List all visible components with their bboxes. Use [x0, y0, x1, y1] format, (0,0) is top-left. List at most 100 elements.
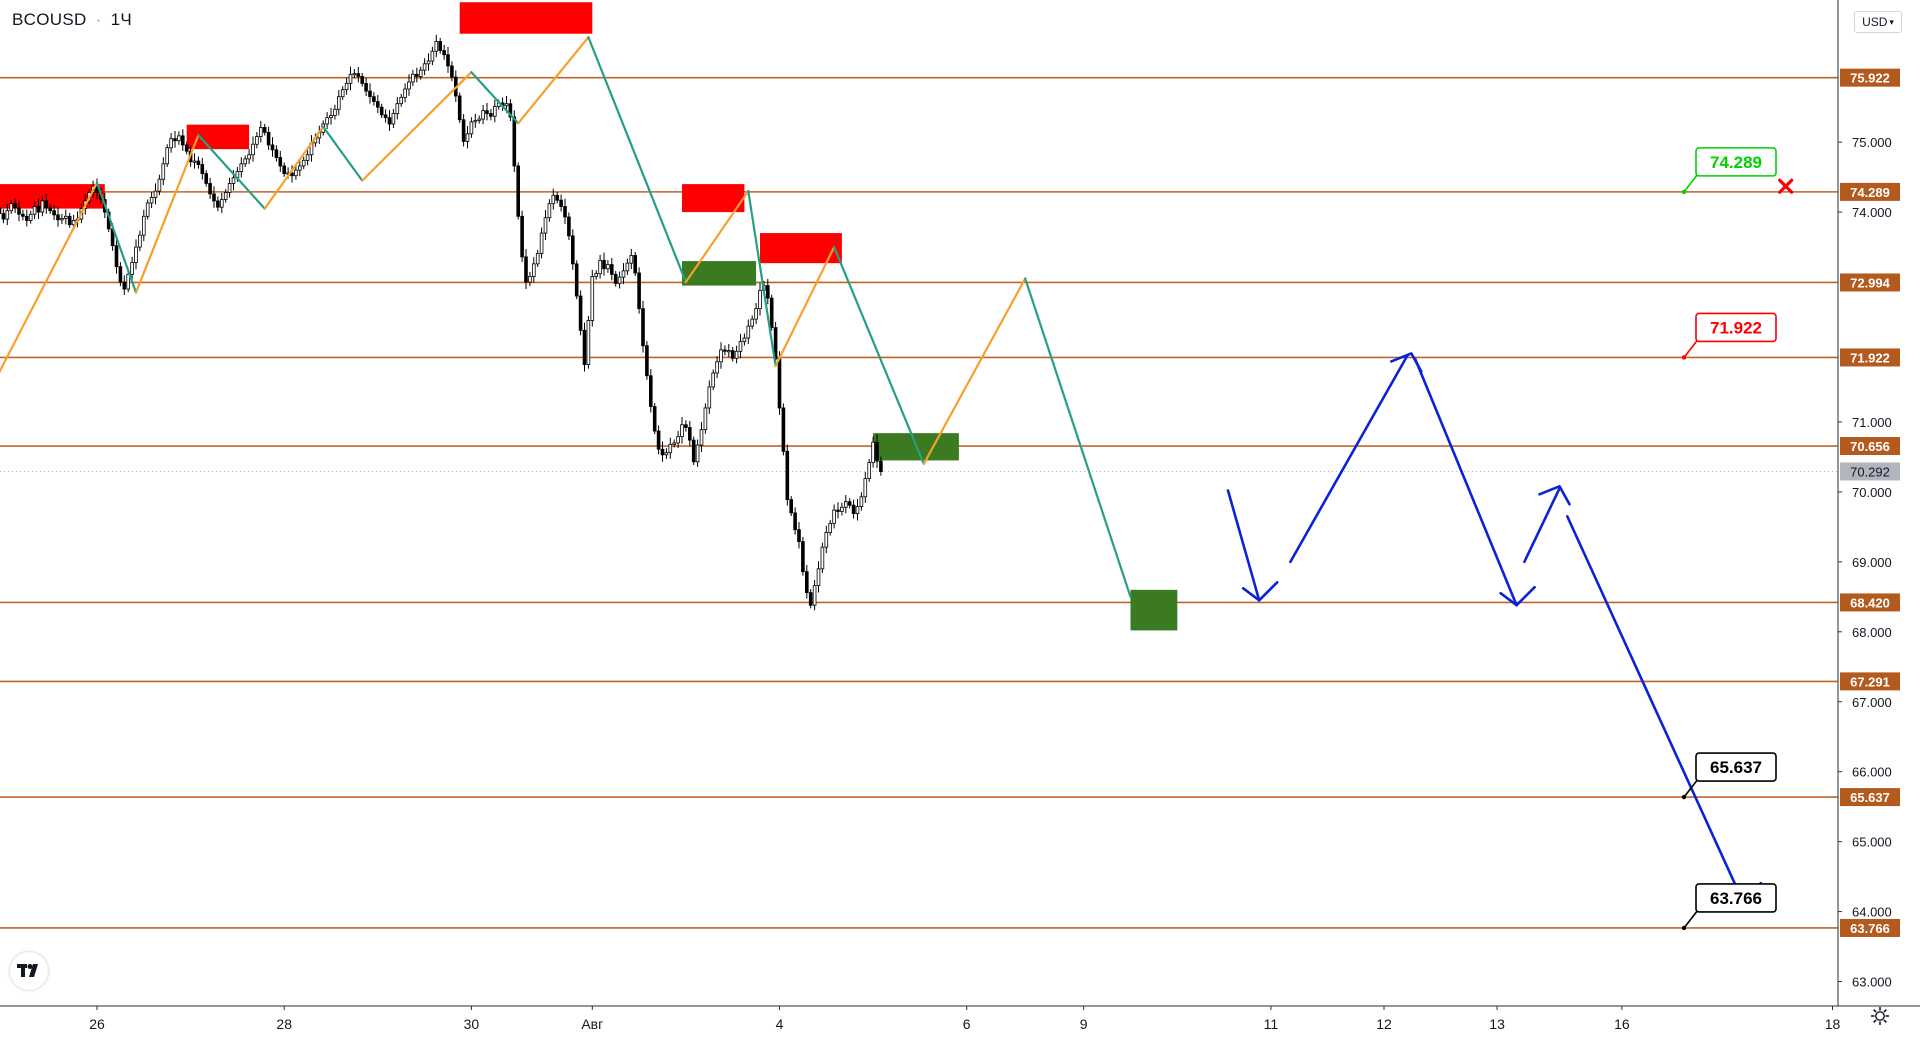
candle-body: [820, 546, 825, 570]
zigzag-down-segment: [832, 245, 925, 466]
candle-body: [816, 568, 821, 587]
candle-body: [290, 172, 294, 177]
level-price-label: 71.922: [1850, 350, 1890, 365]
interval-label[interactable]: 1Ч: [110, 10, 132, 29]
candle-body: [442, 50, 446, 56]
time-tick-label: 6: [963, 1016, 971, 1032]
forecast-arrows: [1226, 352, 1763, 903]
candle-body: [333, 108, 337, 116]
candle-body: [777, 358, 782, 409]
price-tick-label: 64.000: [1852, 905, 1892, 920]
candle-body: [789, 499, 793, 514]
forecast-segment: [1413, 357, 1518, 607]
candle-body: [477, 118, 481, 121]
level-price-badge: [1840, 273, 1900, 292]
zigzag-down-segment: [95, 181, 138, 294]
candle-body: [364, 82, 368, 92]
candle-body: [754, 308, 758, 320]
time-tick-label: Авг: [581, 1016, 603, 1032]
candle-body: [450, 65, 454, 78]
candle-body: [582, 329, 587, 365]
forecast-segment: [1289, 354, 1409, 564]
candle-body: [769, 297, 774, 328]
level-price-badge: [1840, 593, 1900, 612]
candle-body: [204, 173, 209, 184]
symbol-name[interactable]: BCOUSD: [12, 10, 87, 29]
target-box: [1695, 752, 1777, 782]
candle-body: [239, 163, 244, 172]
time-tick-label: 26: [89, 1016, 105, 1032]
gear-icon[interactable]: [1868, 1004, 1892, 1028]
level-price-label: 72.994: [1850, 275, 1891, 290]
currency-selector[interactable]: USD ▾: [1854, 11, 1902, 33]
candle-body: [192, 160, 197, 163]
legend-separator: ·: [95, 10, 102, 29]
candle-body: [703, 407, 708, 431]
candle-body: [134, 246, 138, 263]
candle-body: [489, 113, 493, 117]
candle-body: [208, 183, 212, 195]
candle-body: [727, 350, 731, 353]
price-tick-label: 75.000: [1852, 135, 1892, 150]
candle-body: [801, 541, 805, 573]
candle-body: [336, 96, 341, 110]
candle-body: [594, 273, 598, 277]
candle-body: [785, 450, 790, 500]
candle-body: [730, 350, 735, 359]
candle-body: [255, 136, 259, 145]
candle-body: [824, 532, 829, 548]
candle-body: [547, 203, 552, 219]
candle-body: [844, 501, 848, 508]
level-price-badge: [1840, 672, 1900, 691]
candle-body: [461, 119, 466, 142]
candle-body: [36, 206, 41, 213]
candle-body: [828, 522, 832, 533]
zigzag-down-segment: [197, 134, 266, 210]
candle-body: [173, 138, 177, 142]
candle-body: [184, 144, 189, 152]
symbol-legend[interactable]: BCOUSD · 1Ч: [12, 10, 132, 30]
forecast-arrowhead-down: [1241, 581, 1279, 602]
level-price-badge: [1840, 437, 1900, 456]
candle-body: [641, 308, 645, 347]
candle-body: [395, 103, 400, 114]
candle-body: [851, 504, 856, 514]
candle-body: [13, 203, 17, 209]
candle-body: [180, 135, 185, 146]
candle-body: [707, 386, 712, 409]
candle-body: [723, 349, 727, 352]
candle-body: [781, 407, 786, 452]
candle-body: [598, 259, 602, 275]
target-value: 63.766: [1710, 889, 1762, 908]
candle-body: [227, 183, 232, 193]
candle-body: [294, 169, 298, 177]
candle-body: [223, 192, 228, 200]
tradingview-logo-icon[interactable]: [10, 952, 48, 990]
candle-body: [219, 199, 224, 208]
time-tick-label: 16: [1614, 1016, 1630, 1032]
candle-body: [9, 203, 14, 212]
candle-body: [48, 207, 52, 212]
candles: [0, 34, 883, 611]
candle-body: [348, 73, 353, 84]
candle-body: [602, 259, 606, 270]
zigzag-up-segment: [263, 125, 325, 210]
candle-body: [130, 262, 134, 275]
candle-body: [414, 73, 419, 77]
level-price-badge: [1840, 918, 1900, 937]
candle-body: [387, 117, 392, 125]
candle-body: [28, 213, 33, 221]
candle-body: [418, 69, 423, 77]
candle-body: [836, 509, 840, 512]
candle-body: [766, 285, 770, 299]
candle-body: [430, 50, 435, 62]
candle-body: [153, 190, 158, 198]
candle-body: [122, 281, 127, 290]
candle-body: [231, 177, 236, 184]
candle-body: [411, 73, 415, 83]
price-tick-label: 69.000: [1852, 555, 1892, 570]
candle-body: [118, 266, 123, 283]
